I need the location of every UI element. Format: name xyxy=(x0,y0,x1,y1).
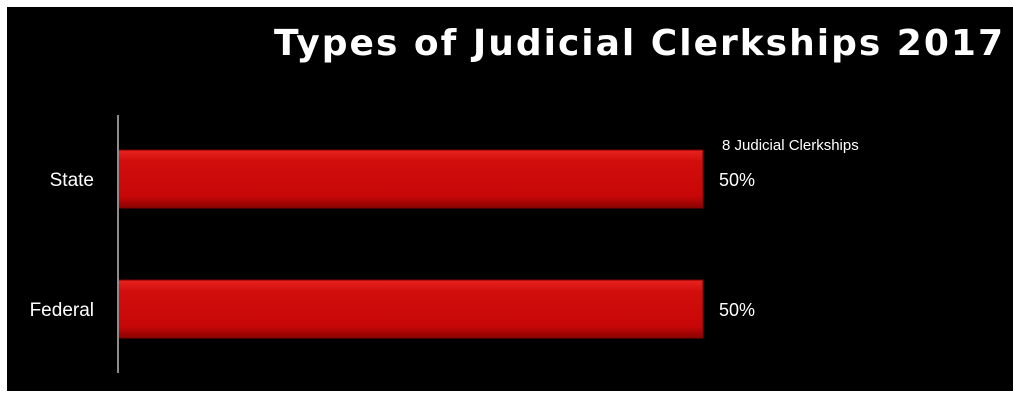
bar-plot: State 50% Federal 50% xyxy=(30,115,755,373)
bar-state xyxy=(117,149,704,209)
chart-title: Types of Judicial Clerkships 2017 xyxy=(274,23,1005,64)
value-label-state: 50% xyxy=(719,170,755,190)
bar-federal xyxy=(117,279,704,339)
chart-annotation: 8 Judicial Clerkships xyxy=(722,137,859,154)
chart-area: Types of Judicial Clerkships 2017 8 Judi… xyxy=(7,7,1013,391)
category-label-federal: Federal xyxy=(30,300,94,321)
category-label-state: State xyxy=(50,170,94,191)
value-label-federal: 50% xyxy=(719,300,755,320)
